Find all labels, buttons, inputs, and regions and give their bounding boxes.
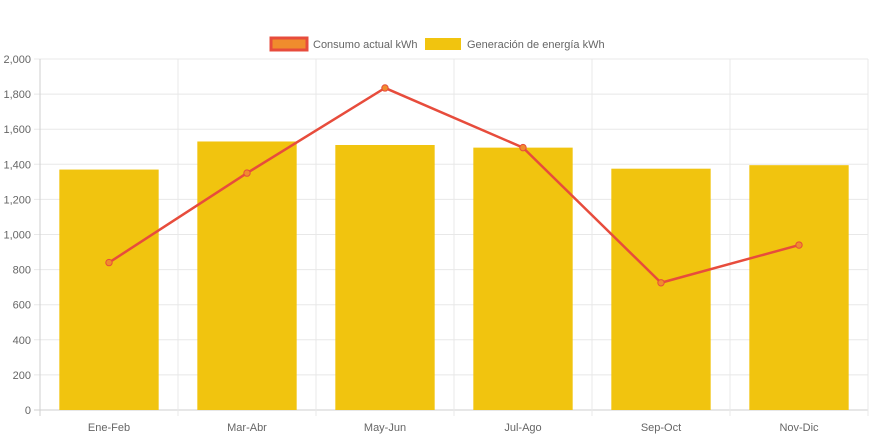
y-tick-label: 1,200: [3, 194, 31, 206]
grid: [34, 58, 869, 416]
bar-generacion[interactable]: [473, 147, 573, 410]
y-tick-label: 1,600: [3, 124, 31, 136]
line-series: [105, 84, 803, 287]
point-consumo[interactable]: [381, 84, 389, 92]
y-tick-label: 800: [13, 265, 31, 277]
line-consumo[interactable]: [108, 86, 800, 285]
legend-swatch-generacion[interactable]: [425, 38, 461, 50]
y-tick-label: 1,000: [3, 230, 31, 242]
legend-label-consumo[interactable]: Consumo actual kWh: [313, 39, 418, 51]
y-tick-label: 1,800: [3, 89, 31, 101]
legend-swatch-consumo[interactable]: [269, 36, 309, 52]
bar-generacion[interactable]: [335, 144, 435, 410]
y-axis-ticks: 0 200 400 600 800 1,000 1,200 1,400 1,600 1,800 2,…: [3, 54, 31, 417]
x-tick-label: Nov-Dic: [779, 422, 819, 434]
bar-generacion[interactable]: [611, 168, 711, 410]
y-tick-label: 0: [25, 405, 31, 417]
legend-label-generacion[interactable]: Generación de energía kWh: [467, 39, 605, 51]
point-consumo[interactable]: [105, 258, 113, 267]
y-tick-label: 2,000: [3, 54, 31, 66]
point-consumo[interactable]: [657, 279, 665, 287]
bar-generacion[interactable]: [59, 169, 159, 410]
x-tick-label: Ene-Feb: [88, 422, 130, 434]
point-consumo[interactable]: [795, 241, 803, 249]
x-tick-label: May-Jun: [364, 422, 406, 434]
y-tick-label: 400: [13, 335, 31, 347]
x-tick-label: Mar-Abr: [227, 422, 267, 434]
bar-generacion[interactable]: [749, 165, 849, 410]
x-axis-ticks: Ene-Feb Mar-Abr May-Jun Jul-Ago Sep-Oct Nov-D…: [88, 422, 819, 434]
point-consumo[interactable]: [519, 143, 527, 152]
bar-generacion[interactable]: [197, 141, 297, 411]
bars: [59, 141, 849, 411]
x-tick-label: Sep-Oct: [641, 422, 681, 434]
y-tick-label: 200: [13, 370, 31, 382]
x-tick-label: Jul-Ago: [504, 422, 541, 434]
point-consumo[interactable]: [243, 169, 251, 177]
y-tick-label: 600: [13, 300, 31, 312]
y-tick-label: 1,400: [3, 159, 31, 171]
legend[interactable]: Consumo actual kWh Generación de energía…: [269, 36, 605, 52]
